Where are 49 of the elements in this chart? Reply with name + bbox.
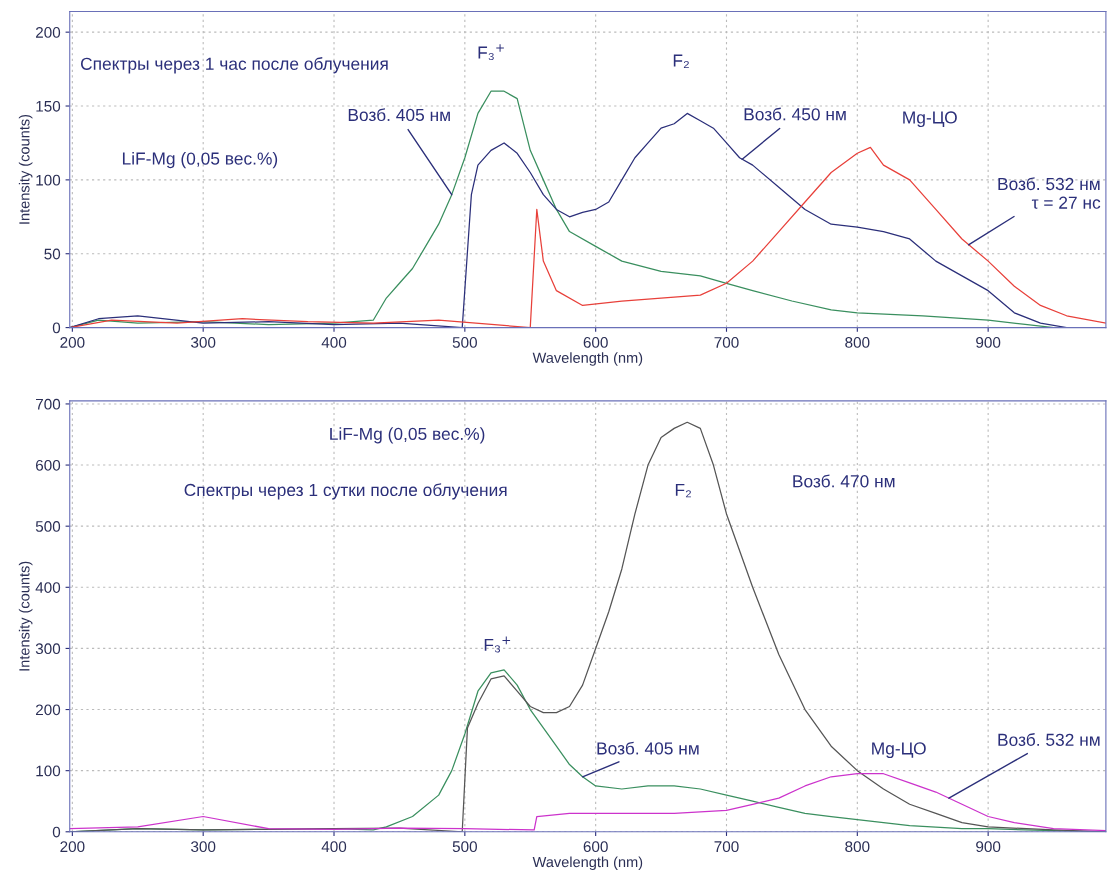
y-tick-label: 50	[44, 248, 61, 260]
y-tick-label: 100	[36, 174, 61, 186]
annotation: Mg-ЦО	[872, 742, 926, 759]
annotation: Возб. 405 нм	[597, 741, 699, 755]
annotation: F₃$^{+}$	[484, 636, 511, 653]
x-tick-label: 800	[845, 337, 870, 348]
x-axis-title: Wavelength (nm)	[532, 352, 643, 366]
x-tick-label: 300	[191, 337, 216, 348]
y-tick-label: 100	[36, 765, 61, 777]
annotation: Mg-ЦО	[903, 111, 957, 128]
y-tick-label: 600	[36, 459, 61, 471]
x-tick-label: 800	[845, 841, 870, 853]
annotation: F₂	[675, 483, 691, 498]
y-tick-label: 200	[35, 704, 61, 716]
text: LiF-Mg (0,05 вес.%)	[122, 151, 278, 169]
x-tick-label: 700	[714, 841, 739, 853]
annotation: F₃$^{+}$	[478, 44, 504, 61]
annotation: F₂	[673, 54, 689, 69]
x-axis-title: Wavelength (nm)	[532, 856, 643, 871]
y-tick-label: 150	[36, 100, 61, 112]
x-tick-label: 500	[452, 337, 477, 348]
annotation: Возб. 532 нм	[998, 733, 1100, 746]
text: LiF-Mg (0,05 вес.%)	[330, 427, 485, 444]
x-tick-label: 400	[321, 841, 347, 853]
text: Спектры через 1 сутки после облучения	[184, 483, 507, 500]
annotation: Возб. 470 нм	[793, 474, 895, 488]
x-tick-label: 900	[976, 841, 1001, 853]
annotation: Возб. 450 нм	[744, 107, 846, 121]
x-tick-label: 500	[452, 841, 477, 853]
x-tick-label: 600	[583, 841, 608, 853]
y-tick-label: 0	[52, 826, 61, 838]
y-tick-label: 200	[35, 27, 61, 38]
y-tick-label: 0	[52, 322, 61, 334]
y-tick-label: 400	[35, 582, 61, 593]
x-tick-label: 600	[583, 337, 608, 348]
y-tick-label: 300	[35, 643, 61, 655]
annotation: Возб. 532 нм τ = 27 нс	[998, 177, 1101, 209]
x-tick-label: 400	[321, 337, 347, 348]
annotation: Возб. 405 нм	[348, 108, 450, 122]
y-tick-label: 500	[35, 521, 61, 532]
x-tick-label: 900	[976, 337, 1001, 348]
y-axis-title: Intensity (counts)	[18, 114, 33, 224]
text: Спектры через 1 час после облучения	[80, 57, 388, 74]
y-axis-title: Intensity (counts)	[18, 561, 33, 671]
x-tick-label: 200	[60, 337, 85, 348]
x-tick-label: 700	[714, 337, 739, 348]
x-tick-label: 300	[191, 841, 216, 853]
x-tick-label: 200	[60, 841, 85, 853]
y-tick-label: 700	[36, 398, 61, 410]
